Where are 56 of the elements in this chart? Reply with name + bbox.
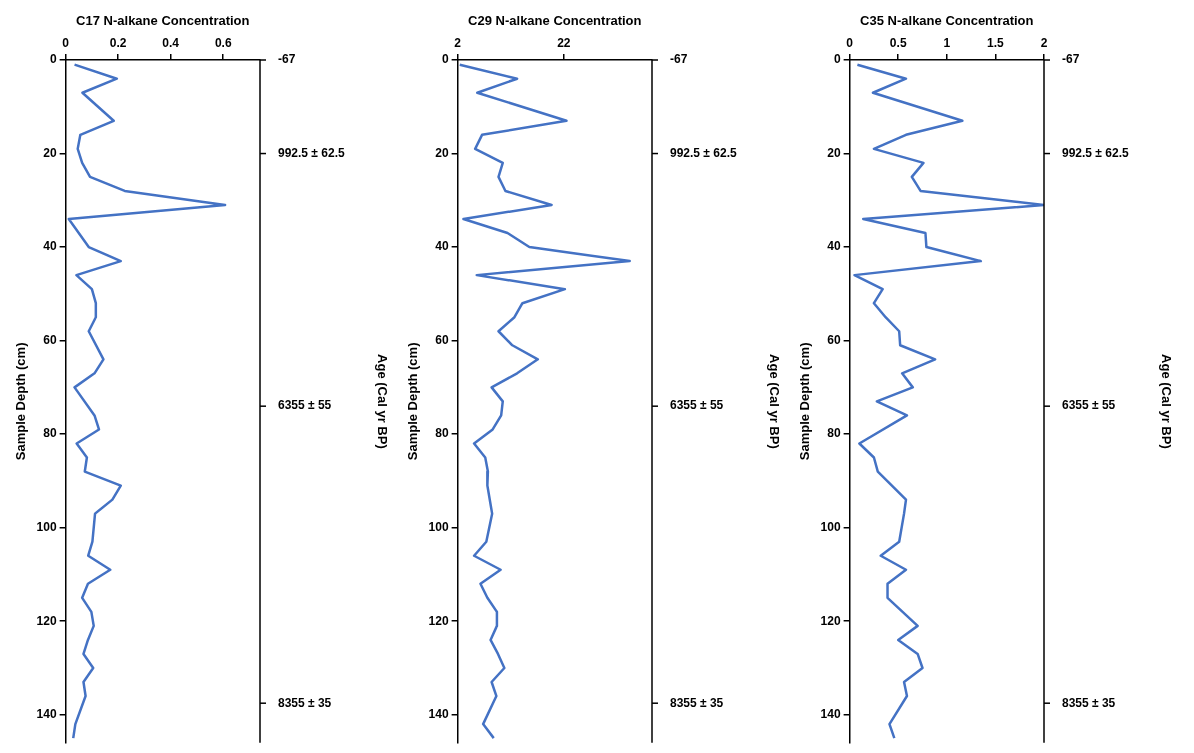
y2-axis-title: Age (Cal yr BP): [767, 354, 783, 449]
text: -67: [670, 52, 688, 67]
y-tick-label: 60: [827, 332, 841, 347]
y-tick-label: 80: [435, 426, 449, 441]
x-tick-label: 0.2: [109, 36, 127, 51]
y-tick-label: 60: [43, 332, 57, 347]
text: 992.5 ± 62.5: [278, 145, 345, 160]
y-tick-label: 0: [833, 52, 841, 67]
y-tick-label: 100: [36, 519, 57, 534]
text: 6355 ± 55: [278, 398, 332, 413]
x-axis-title: C17 N-alkane Concentration: [76, 13, 250, 29]
x-tick-label: 1: [943, 36, 951, 51]
y-tick-label: 140: [428, 707, 449, 722]
y-axis-title: Sample Depth (cm): [13, 342, 29, 461]
x-axis-title: C35 N-alkane Concentration: [860, 13, 1034, 29]
x-tick-label: 0: [846, 36, 854, 51]
x-tick-label: 0.6: [214, 36, 232, 51]
x-tick-label: 0.4: [162, 36, 180, 51]
y-tick-label: 120: [428, 613, 449, 628]
y2-axis-title: Age (Cal yr BP): [1159, 354, 1175, 449]
text: 992.5 ± 62.5: [1062, 145, 1129, 160]
y-tick-label: 20: [827, 145, 841, 160]
y-tick-label: 120: [820, 613, 841, 628]
x-tick-label: 22: [557, 36, 571, 51]
y-axis-title: Sample Depth (cm): [405, 342, 421, 461]
y-tick-label: 0: [49, 52, 57, 67]
text: 8355 ± 35: [278, 695, 332, 710]
x-tick-label: 1.5: [987, 36, 1005, 51]
y-tick-label: 140: [820, 707, 841, 722]
text: 6355 ± 55: [1062, 398, 1116, 413]
y-tick-label: 120: [36, 613, 57, 628]
y-tick-label: 20: [43, 145, 57, 160]
y-tick-label: 0: [441, 52, 449, 67]
text: -67: [1062, 52, 1080, 67]
text: 992.5 ± 62.5: [670, 145, 737, 160]
text: 8355 ± 35: [670, 695, 724, 710]
y-tick-label: 20: [435, 145, 449, 160]
y-tick-label: 100: [428, 519, 449, 534]
x-axis-title: C29 N-alkane Concentration: [468, 13, 642, 29]
y-tick-label: 40: [43, 239, 57, 254]
text: -67: [278, 52, 296, 67]
y-tick-label: 80: [43, 426, 57, 441]
y-tick-label: 40: [827, 239, 841, 254]
y-tick-label: 140: [36, 707, 57, 722]
text: 6355 ± 55: [670, 398, 724, 413]
y-tick-label: 80: [827, 426, 841, 441]
y-tick-label: 100: [820, 519, 841, 534]
y2-axis-title: Age (Cal yr BP): [375, 354, 391, 449]
y-tick-label: 60: [435, 332, 449, 347]
x-tick-label: 2: [454, 36, 462, 51]
x-tick-label: 0: [62, 36, 70, 51]
y-tick-label: 40: [435, 239, 449, 254]
text: 8355 ± 35: [1062, 695, 1116, 710]
x-tick-label: 2: [1040, 36, 1048, 51]
y-axis-title: Sample Depth (cm): [797, 342, 813, 461]
x-tick-label: 0.5: [889, 36, 907, 51]
